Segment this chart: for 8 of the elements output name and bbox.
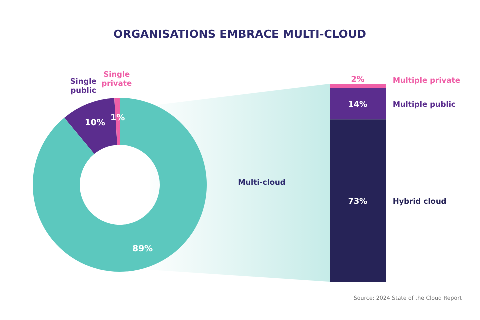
data-label: 89% [132,244,154,255]
data-label: 14% [348,100,368,110]
data-label: 73% [348,196,368,206]
donut-slice [33,98,207,272]
data-label: 1% [110,114,126,124]
chart-title: ORGANISATIONS EMBRACE MULTI-CLOUD [114,28,366,41]
data-label: 2% [351,75,365,84]
data-label: 10% [84,118,106,128]
